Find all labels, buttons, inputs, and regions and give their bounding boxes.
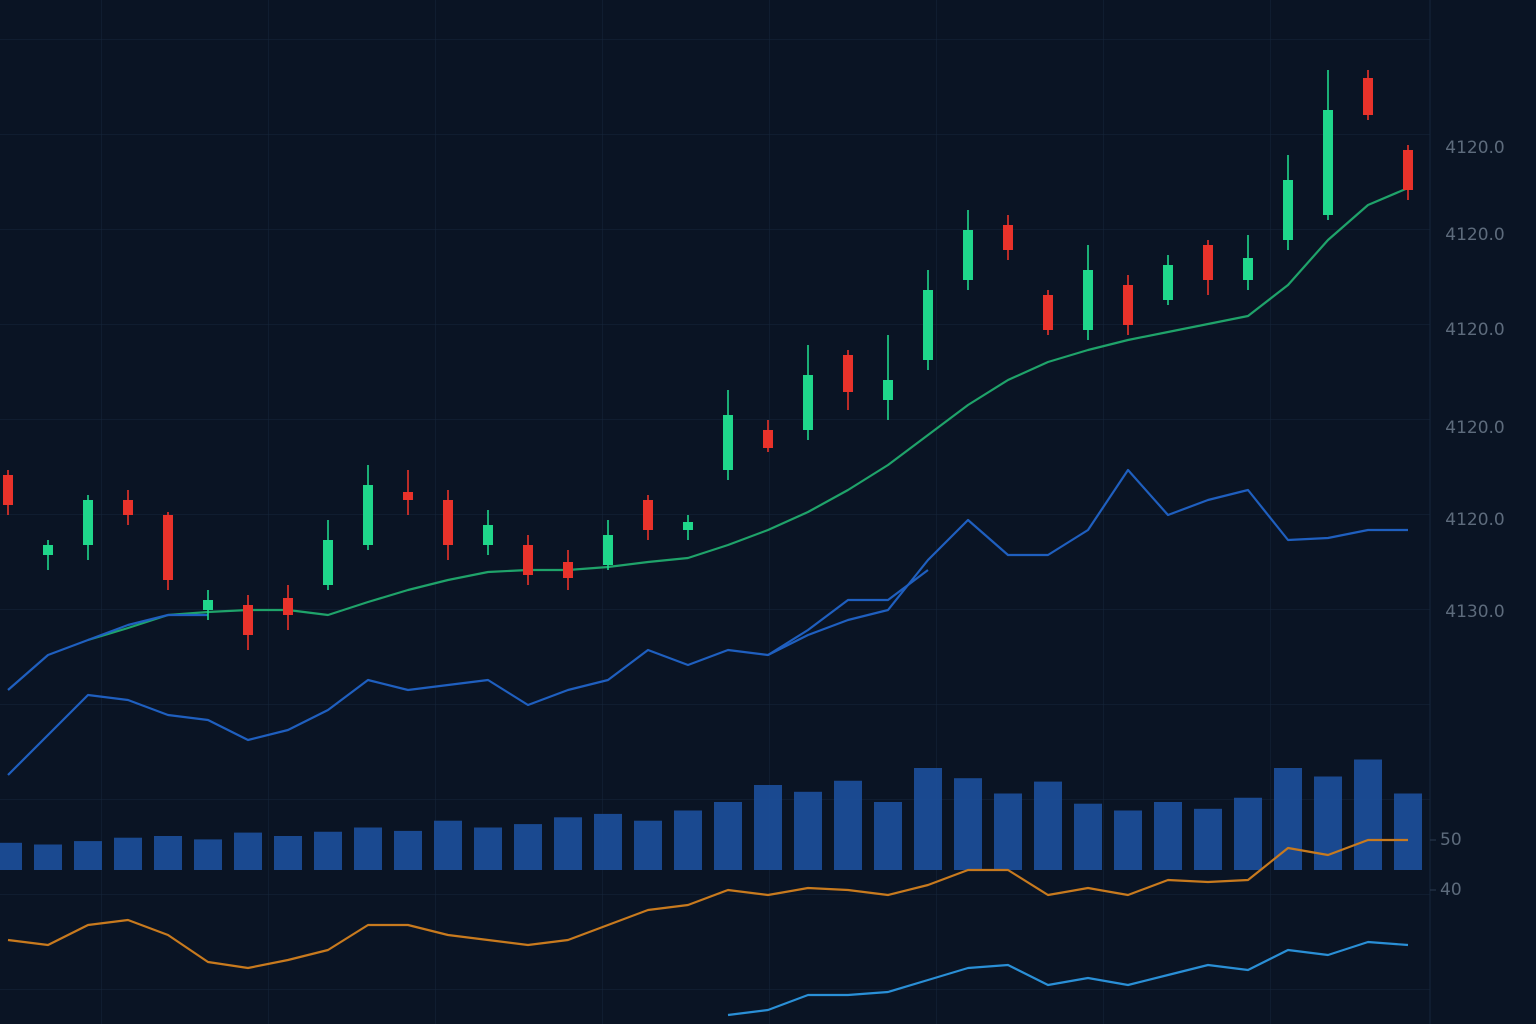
candle-body xyxy=(443,500,453,545)
candle-body xyxy=(603,535,613,565)
volume-bar xyxy=(834,780,862,870)
volume-bar xyxy=(1154,802,1182,870)
candle-body xyxy=(323,540,333,585)
volume-bar xyxy=(554,817,582,870)
candle-body xyxy=(883,380,893,400)
price-label: 4130.0 xyxy=(1445,602,1504,622)
line xyxy=(7,468,1408,691)
volume-bar xyxy=(954,778,982,870)
candle-body xyxy=(923,290,933,360)
volume-bar xyxy=(114,837,142,870)
candle-body xyxy=(483,525,493,545)
volume-bar xyxy=(914,768,942,870)
candle-body xyxy=(763,430,773,448)
volume-bar xyxy=(514,824,542,870)
candle-body xyxy=(523,545,533,575)
price-label: 4120.0 xyxy=(1445,320,1504,340)
candle-body xyxy=(843,355,853,392)
candle-body xyxy=(1043,295,1053,330)
candle-body xyxy=(1243,258,1253,280)
candle-body xyxy=(1083,270,1093,330)
volume-bar xyxy=(34,844,62,870)
volume-bar xyxy=(794,791,822,870)
candle-body xyxy=(43,545,53,555)
volume-bar xyxy=(1034,781,1062,870)
volume-bar xyxy=(1234,797,1262,870)
candle-body xyxy=(243,605,253,635)
volume-bar xyxy=(234,832,262,870)
candle-body xyxy=(1403,150,1413,190)
candle-body xyxy=(1123,285,1133,325)
candle-body xyxy=(123,500,133,515)
candle-body xyxy=(803,375,813,430)
line xyxy=(87,186,1409,642)
candle-body xyxy=(163,515,173,580)
candle-body xyxy=(643,500,653,530)
volume-bar xyxy=(714,802,742,870)
volume-bar xyxy=(1354,759,1382,870)
candle-body xyxy=(363,485,373,545)
price-label: 4120.0 xyxy=(1445,225,1504,245)
volume-bar xyxy=(434,820,462,870)
volume-bar xyxy=(74,841,102,870)
candle-body xyxy=(563,562,573,578)
line xyxy=(727,940,1409,1017)
volume-bar xyxy=(274,836,302,870)
candle-body xyxy=(723,415,733,470)
volume-bar xyxy=(1394,793,1422,870)
candle-body xyxy=(1363,78,1373,115)
price-label: 4120.0 xyxy=(1445,138,1504,158)
volume-bar xyxy=(194,839,222,870)
candle-body xyxy=(1283,180,1293,240)
candle-body xyxy=(3,475,13,505)
candle-body xyxy=(203,600,213,610)
volume-bar xyxy=(1274,768,1302,870)
candle-body xyxy=(963,230,973,280)
volume-bar xyxy=(874,802,902,870)
volume-bar xyxy=(474,827,502,870)
volume-bar xyxy=(994,793,1022,870)
candle-body xyxy=(403,492,413,500)
volume-bar xyxy=(0,842,22,870)
y-tick-label: 50 xyxy=(1440,830,1462,850)
volume-bar xyxy=(1074,803,1102,870)
volume-bar xyxy=(354,827,382,870)
volume-bar xyxy=(754,785,782,870)
line xyxy=(7,569,929,776)
grid xyxy=(0,0,1430,1024)
volume-bar xyxy=(314,831,342,870)
candle-body xyxy=(83,500,93,545)
volume-bar xyxy=(594,813,622,870)
candle-body xyxy=(283,598,293,615)
candle-body xyxy=(1163,265,1173,300)
candle-body xyxy=(1003,225,1013,250)
volume-bar xyxy=(674,810,702,870)
volume-bar xyxy=(1194,808,1222,870)
y-tick-label: 40 xyxy=(1440,880,1462,900)
candle-body xyxy=(1203,245,1213,280)
price-label: 4120.0 xyxy=(1445,510,1504,530)
price-label: 4120.0 xyxy=(1445,418,1504,438)
volume-bar xyxy=(1114,810,1142,870)
volume-bar xyxy=(394,830,422,870)
candle-body xyxy=(1323,110,1333,215)
volume-bar xyxy=(154,836,182,870)
volume-bar xyxy=(634,820,662,870)
candle-body xyxy=(683,522,693,530)
line xyxy=(7,838,1408,970)
